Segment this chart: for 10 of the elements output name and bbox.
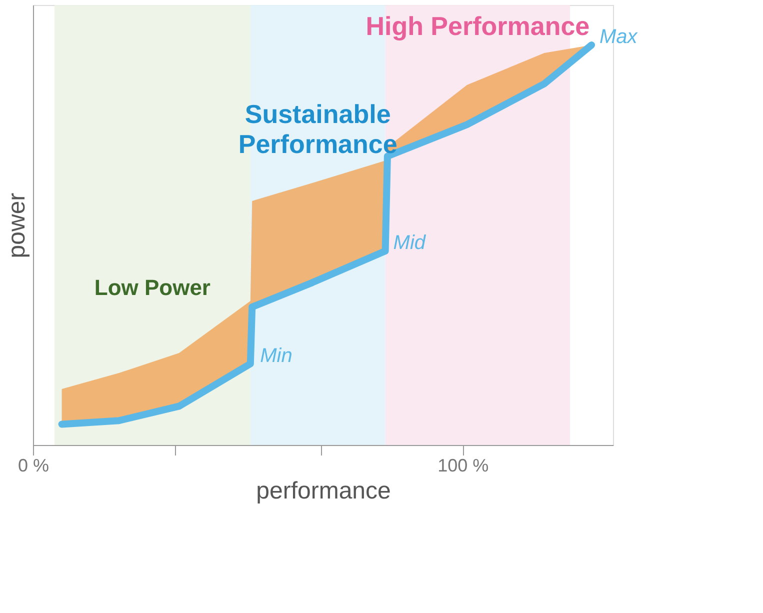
- x-axis-title: performance: [256, 478, 391, 504]
- annotation: Mid: [393, 232, 426, 254]
- band-label: Sustainable Performance: [238, 98, 398, 159]
- band-label: High Performance: [366, 10, 590, 41]
- y-axis-title: power: [4, 192, 30, 258]
- band-label: Low Power: [94, 274, 211, 300]
- annotation: Max: [600, 26, 638, 48]
- x-tick-label: 100 %: [438, 456, 489, 476]
- x-tick-label: 0 %: [18, 456, 50, 476]
- annotation: Min: [260, 344, 292, 367]
